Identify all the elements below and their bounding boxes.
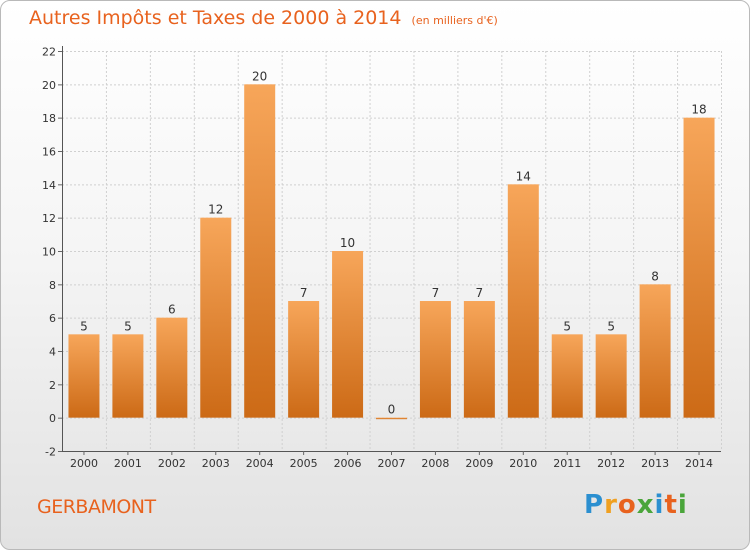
x-tick-label: 2004	[246, 457, 274, 470]
bar-2004	[244, 84, 276, 418]
brand-logo: Proxiti	[584, 490, 688, 520]
data-label: 5	[124, 319, 132, 333]
y-tick-label: 18	[42, 112, 56, 125]
chart-title-text: Autres Impôts et Taxes de 2000 à 2014	[29, 7, 402, 29]
chart-title: Autres Impôts et Taxes de 2000 à 2014 (e…	[29, 7, 498, 29]
data-label: 6	[168, 303, 176, 317]
bar-2009	[463, 301, 495, 418]
y-tick-label: 22	[42, 46, 56, 59]
data-label: 5	[607, 319, 615, 333]
x-tick-label: 2003	[202, 457, 230, 470]
data-label: 7	[432, 286, 440, 300]
bar-2002	[156, 317, 188, 418]
y-tick-label: 16	[42, 146, 56, 159]
brand-logo-letter: i	[677, 490, 688, 520]
bar-2010	[507, 184, 539, 418]
location-name: GERBAMONT	[37, 496, 156, 518]
y-tick-label: 14	[42, 179, 56, 192]
data-labels: 5 5 6 12 20 7 10 0 7 7 14 5 5 8 18	[80, 69, 707, 416]
y-tick-label: 10	[42, 246, 56, 259]
brand-logo-letter: i	[654, 490, 665, 520]
bar-2005	[288, 301, 320, 418]
x-tick-label: 2008	[421, 457, 449, 470]
brand-logo-letter: r	[604, 490, 618, 520]
y-tick-label: 4	[49, 346, 56, 359]
y-tick-label: 8	[49, 279, 56, 292]
x-tick-label: 2014	[685, 457, 713, 470]
bar-2001	[112, 334, 144, 418]
data-label: 5	[563, 319, 571, 333]
x-tick-label: 2009	[465, 457, 493, 470]
y-tick-label: 0	[49, 412, 56, 425]
x-tick-label: 2006	[334, 457, 362, 470]
bar-2000	[68, 334, 100, 418]
x-tick-label: 2007	[378, 457, 406, 470]
chart-unit-note: (en milliers d'€)	[411, 14, 498, 27]
x-tick-label: 2000	[70, 457, 98, 470]
bar-2006	[332, 251, 364, 418]
data-label: 20	[252, 69, 267, 83]
data-label: 7	[300, 286, 308, 300]
y-tick-label: 6	[49, 312, 56, 325]
grid-lines	[62, 51, 722, 452]
bar-2007	[376, 417, 407, 420]
x-tick-label: 2011	[553, 457, 581, 470]
brand-logo-letter: o	[617, 490, 637, 520]
brand-logo-letter: x	[636, 490, 655, 520]
bar-2013	[639, 284, 671, 418]
data-label: 7	[476, 286, 484, 300]
data-label: 0	[388, 403, 396, 417]
y-tick-label: 2	[49, 379, 56, 392]
data-label: 14	[516, 169, 531, 183]
data-label: 8	[651, 269, 659, 283]
bar-2014	[683, 117, 715, 418]
bar-2012	[595, 334, 627, 418]
x-tick-label: 2005	[290, 457, 318, 470]
x-tick-label: 2012	[597, 457, 625, 470]
bar-2011	[551, 334, 583, 418]
data-label: 10	[340, 236, 355, 250]
bar-2003	[200, 217, 232, 418]
x-tick-label: 2010	[509, 457, 537, 470]
y-tick-label: 20	[42, 79, 56, 92]
data-label: 5	[80, 319, 88, 333]
bar-2008	[419, 301, 451, 418]
x-tick-label: 2001	[114, 457, 142, 470]
x-tick-label: 2013	[641, 457, 669, 470]
bars	[68, 84, 715, 420]
y-tick-label: -2	[45, 446, 56, 459]
x-tick-label: 2002	[158, 457, 186, 470]
brand-logo-letter: P	[584, 490, 605, 520]
y-tick-label: 12	[42, 212, 56, 225]
brand-logo-letter: t	[664, 490, 678, 520]
data-label: 12	[208, 203, 223, 217]
data-label: 18	[691, 103, 706, 117]
